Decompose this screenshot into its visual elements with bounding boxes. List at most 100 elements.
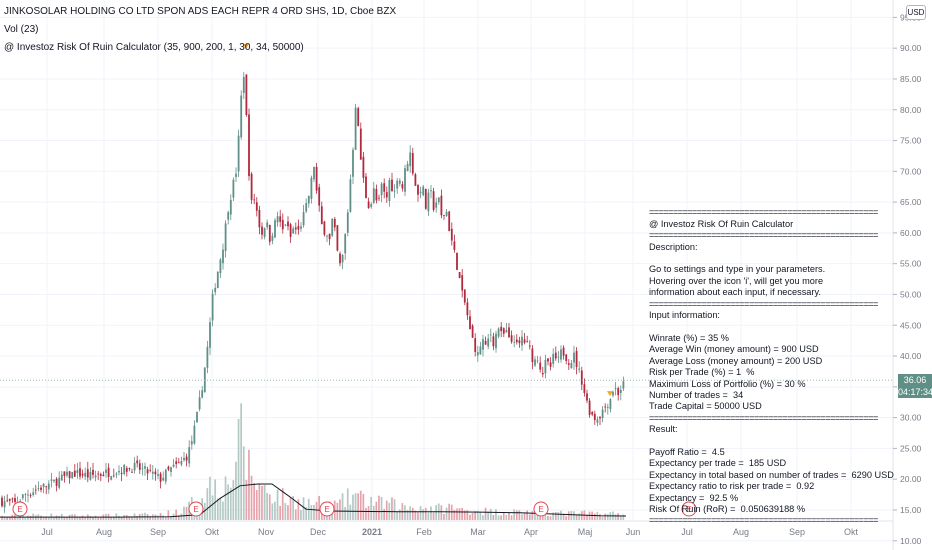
earnings-marker[interactable]: E [533, 501, 549, 517]
volume-bar [578, 513, 580, 520]
candle-body [79, 468, 81, 477]
volume-legend[interactable]: Vol (23) [4, 24, 39, 35]
earnings-marker[interactable]: E [319, 501, 335, 517]
candle-body [274, 220, 276, 238]
candle-body [115, 473, 118, 475]
indicator-legend[interactable]: @ Investoz Risk Of Ruin Calculator (35, … [4, 42, 304, 53]
candle-body [136, 460, 139, 464]
candle-body [573, 352, 575, 363]
earnings-marker[interactable]: E [12, 501, 28, 517]
candle-body [229, 199, 232, 215]
candle-body [318, 187, 321, 206]
volume-bar [99, 516, 102, 520]
earnings-marker[interactable]: E [681, 501, 697, 517]
volume-bar [89, 515, 92, 520]
volume-bar [500, 515, 502, 520]
panel-separator: ========================================… [649, 298, 878, 309]
candle-body [383, 183, 386, 192]
candle-body [388, 180, 391, 202]
price-tick-label: 50.00 [900, 289, 922, 299]
volume-bar [16, 517, 19, 520]
volume-bar [149, 516, 151, 520]
candle-body [531, 348, 534, 363]
volume-bar [164, 516, 167, 520]
time-tick-label: Sep [150, 527, 166, 537]
volume-bar [622, 514, 625, 520]
earnings-marker-label: E [193, 505, 198, 514]
candle-body [188, 447, 191, 464]
price-tick-label: 40.00 [900, 351, 922, 361]
candle-body [534, 359, 536, 366]
candle-body [359, 128, 362, 160]
candle-body [227, 212, 230, 220]
candle-body [419, 191, 422, 194]
volume-bar [118, 515, 120, 520]
candle-body [461, 275, 464, 291]
volume-bar [333, 500, 336, 520]
candle-body [71, 472, 74, 479]
volume-bar [474, 511, 476, 520]
volume-bar [458, 508, 461, 520]
candle-body [445, 211, 448, 216]
volume-bar [518, 510, 521, 520]
time-tick-label: Jul [681, 527, 693, 537]
candle-body [604, 406, 607, 408]
candle-body [162, 477, 165, 481]
time-tick-label: Mar [470, 527, 486, 537]
result-expectancy-total: Expectancy in total based on number of t… [649, 469, 894, 480]
volume-bar [599, 514, 601, 520]
candle-body [144, 466, 146, 469]
time-tick-label: Okt [205, 527, 220, 537]
candle-body [248, 114, 250, 177]
volume-bar [419, 506, 422, 520]
input-max-loss: Maximum Loss of Portfolio (%) = 30 % [649, 378, 806, 389]
volume-bar [211, 495, 214, 520]
volume-bar [510, 515, 513, 520]
candle-body [372, 188, 375, 203]
result-expectancy-ratio: Expectancy ratio to risk per trade = 0.9… [649, 481, 815, 492]
currency-button[interactable]: USD [906, 5, 926, 20]
candle-body [417, 184, 419, 195]
candle-body [149, 470, 152, 471]
volume-bar [81, 515, 84, 520]
candle-body [8, 498, 11, 501]
candle-body [84, 472, 87, 477]
symbol-title[interactable]: JINKOSOLAR HOLDING CO LTD SPON ADS EACH … [4, 6, 397, 17]
candle-body [536, 360, 539, 362]
volume-bar [66, 516, 68, 520]
candle-body [510, 335, 513, 342]
volume-bar [396, 511, 398, 520]
earnings-marker[interactable]: E [188, 501, 204, 517]
volume-bar [573, 511, 575, 520]
volume-bar [370, 496, 372, 520]
candle-body [94, 475, 97, 478]
earnings-marker-label: E [538, 505, 543, 514]
earnings-marker-label: E [324, 505, 329, 514]
candle-body [263, 228, 266, 237]
candle-body [250, 173, 253, 200]
candle-body [177, 462, 180, 464]
candle-body [154, 471, 157, 475]
volume-bar [383, 508, 385, 520]
volume-bar [427, 512, 430, 520]
input-heading: Input information: [649, 310, 720, 321]
volume-bar [409, 506, 411, 520]
volume-bar [42, 517, 45, 520]
volume-bar [310, 505, 313, 520]
candle-body [141, 468, 144, 470]
candle-body [352, 149, 354, 177]
panel-title: @ Investoz Risk Of Ruin Calculator [649, 218, 794, 229]
candle-body [411, 153, 414, 174]
volume-bar [570, 510, 573, 520]
candle-body [58, 477, 61, 488]
description-line: Go to settings and type in your paramete… [649, 264, 826, 275]
candle-body [302, 212, 305, 226]
volume-bar [53, 517, 55, 520]
candle-body [128, 468, 131, 469]
volume-bar [461, 507, 463, 520]
candle-body [580, 370, 583, 385]
volume-bar [6, 516, 8, 520]
candle-body [214, 287, 217, 293]
time-tick-label: 2021 [362, 527, 382, 537]
